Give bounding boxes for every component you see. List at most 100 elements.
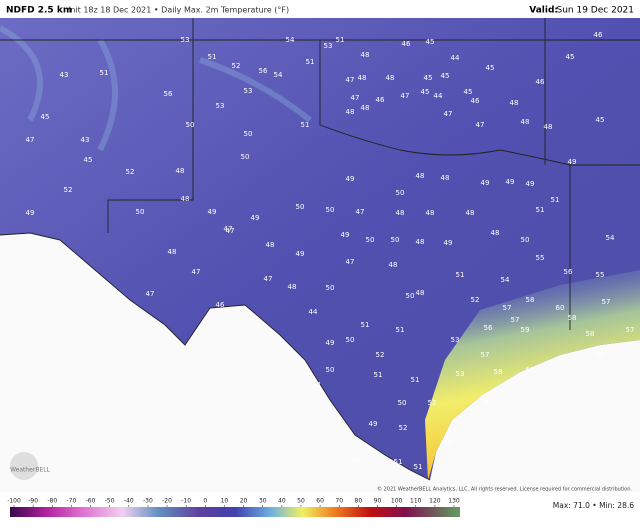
- colorbar-tick-label: 100: [391, 498, 403, 505]
- station-value: 51: [414, 463, 423, 471]
- station-value: 47: [224, 225, 233, 233]
- station-value: 48: [466, 209, 475, 217]
- station-value: 51: [301, 121, 310, 129]
- station-value: 55: [536, 254, 545, 262]
- valid-label: Valid:: [529, 6, 558, 16]
- station-value: 48: [521, 118, 530, 126]
- station-value: 47: [401, 92, 410, 100]
- colorbar-tick-label: 50: [297, 498, 305, 505]
- station-value: 48: [544, 123, 553, 131]
- station-value: 45: [84, 156, 93, 164]
- map-title: Init 18z 18 Dec 2021 • Daily Max. 2m Tem…: [68, 6, 289, 15]
- station-value: 47: [26, 136, 35, 144]
- station-value: 50: [296, 203, 305, 211]
- station-value: 51: [394, 458, 403, 466]
- station-value: 57: [511, 316, 520, 324]
- colorbar-tick-label: 60: [316, 498, 324, 505]
- colorbar-tick-label: 80: [355, 498, 363, 505]
- colorbar-tick-label: -10: [181, 498, 191, 505]
- state-borders: [0, 18, 640, 481]
- station-value: 47: [351, 94, 360, 102]
- station-value: 46: [594, 31, 603, 39]
- colorbar-tick-label: -50: [105, 498, 115, 505]
- station-value: 49: [341, 231, 350, 239]
- station-value: 49: [251, 214, 260, 222]
- station-value: 56: [484, 324, 493, 332]
- station-value: 49: [346, 175, 355, 183]
- colorbar-tick-label: 20: [240, 498, 248, 505]
- station-value: 49: [568, 158, 577, 166]
- station-value: 51: [352, 456, 361, 464]
- colorbar-tick-label: -30: [143, 498, 153, 505]
- colorbar-tick-label: 130: [448, 498, 460, 505]
- station-value: 57: [481, 351, 490, 359]
- station-value: 49: [326, 339, 335, 347]
- station-value: 48: [396, 209, 405, 217]
- station-value: 45: [566, 53, 575, 61]
- station-value: 47: [346, 76, 355, 84]
- station-value: 46: [536, 78, 545, 86]
- station-value: 58: [568, 314, 577, 322]
- colorbar-ticks: -100 -90 -80 -70 -60 -50 -40 -30 -20 -10 0 10 20 30 40…: [7, 498, 460, 507]
- station-value: 45: [424, 74, 433, 82]
- station-value: 45: [41, 113, 50, 121]
- station-value: 48: [389, 261, 398, 269]
- station-value: 50: [186, 121, 195, 129]
- colorbar-tick-label: 70: [335, 498, 343, 505]
- station-value: 56: [564, 268, 573, 276]
- colorbar-tick-label: 10: [221, 498, 229, 505]
- station-value: 55: [596, 271, 605, 279]
- station-value: 49: [369, 420, 378, 428]
- station-value: 48: [266, 241, 275, 249]
- station-value: 53: [324, 42, 333, 50]
- station-value: 52: [232, 62, 241, 70]
- station-value: 48: [346, 108, 355, 116]
- station-value: 47: [146, 290, 155, 298]
- station-value: 58: [494, 368, 503, 376]
- station-value: 48: [416, 238, 425, 246]
- station-value: 56: [259, 67, 268, 75]
- terrain-shading: [0, 25, 312, 152]
- station-value: 49: [296, 250, 305, 258]
- station-value: 49: [208, 208, 217, 216]
- copyright: © 2021 WeatherBELL Analytics, LLC. All r…: [377, 486, 632, 493]
- station-value: 49: [506, 178, 515, 186]
- colorbar-tick-label: 0: [203, 498, 207, 505]
- station-value: 51: [208, 53, 217, 61]
- station-value: 53: [456, 370, 465, 378]
- station-value: 49: [526, 180, 535, 188]
- station-value: 47: [444, 110, 453, 118]
- station-value: 48: [441, 174, 450, 182]
- model-name: NDFD 2.5 km: [6, 6, 72, 16]
- station-value: 50: [326, 366, 335, 374]
- station-value: 62: [484, 398, 493, 406]
- station-value: 50: [521, 236, 530, 244]
- station-value: 54: [501, 276, 510, 284]
- station-value: 46: [402, 40, 411, 48]
- station-value: 51: [313, 381, 322, 389]
- station-value: 48: [358, 74, 367, 82]
- colorbar-tick-label: 120: [429, 498, 441, 505]
- header-bar: [0, 0, 640, 18]
- station-value: 57: [503, 304, 512, 312]
- station-value: 48: [361, 104, 370, 112]
- colorbar-tick-label: 40: [278, 498, 286, 505]
- station-value: 46: [216, 301, 225, 309]
- colorbar-tick-label: -60: [86, 498, 96, 505]
- colorbar-tick-label: -40: [124, 498, 134, 505]
- station-value: 53: [244, 87, 253, 95]
- station-value: 61: [526, 366, 535, 374]
- station-value: 50: [396, 189, 405, 197]
- station-value: 45: [596, 116, 605, 124]
- station-value: 50: [398, 399, 407, 407]
- station-value: 54: [286, 36, 295, 44]
- station-value: 51: [536, 206, 545, 214]
- colorbar-tick-label: -70: [66, 498, 76, 505]
- station-value: 48: [416, 172, 425, 180]
- station-value: 51: [374, 371, 383, 379]
- station-value: 53: [181, 36, 190, 44]
- station-value: 60: [444, 439, 453, 447]
- station-value: 53: [451, 336, 460, 344]
